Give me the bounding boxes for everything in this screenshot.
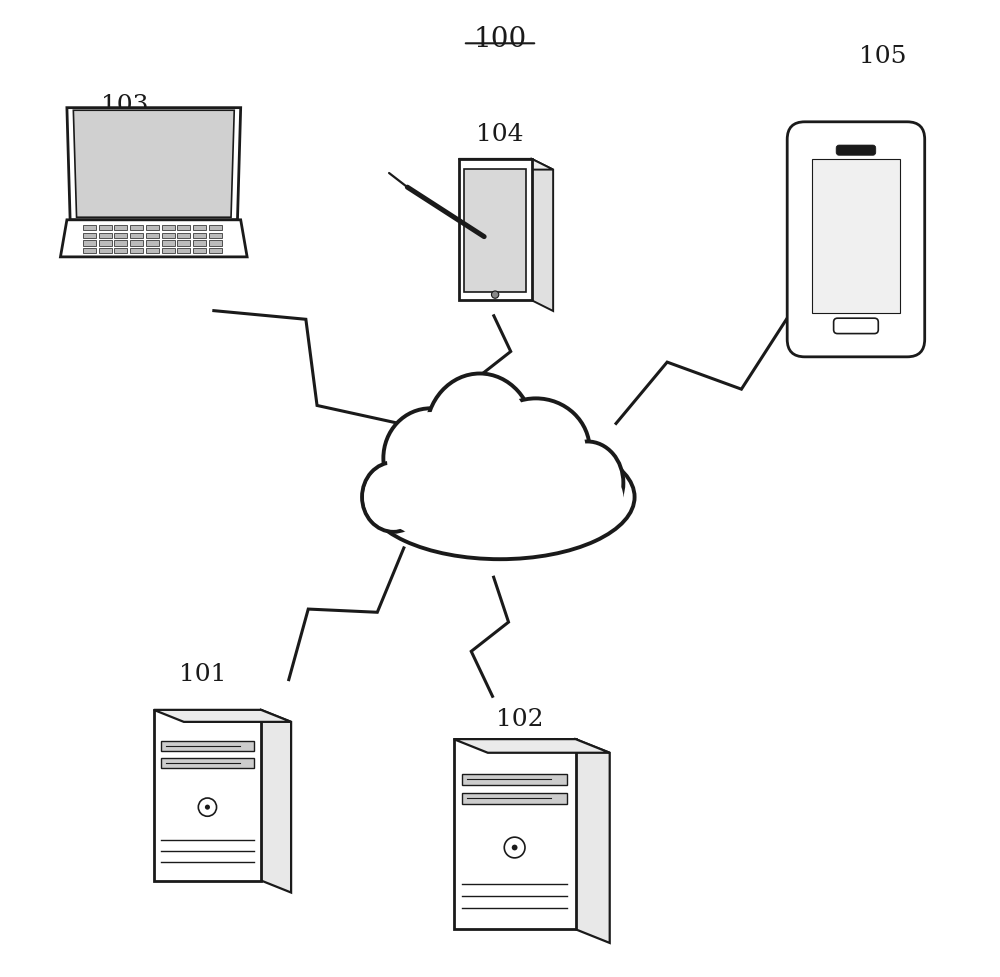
Bar [114,234,127,238]
Bar [462,774,567,785]
Text: 100: 100 [473,25,527,53]
Bar [130,234,143,238]
Bar [812,160,900,314]
Polygon shape [459,159,532,301]
Ellipse shape [430,379,530,488]
Bar [99,226,112,232]
Bar [83,226,96,232]
Bar [454,740,576,929]
Bar [193,234,206,238]
Text: 101: 101 [179,661,226,685]
Bar [114,241,127,246]
Ellipse shape [554,446,621,522]
Bar [130,226,143,232]
Text: 105: 105 [859,45,906,68]
Bar [146,241,159,246]
Bar [177,234,190,238]
Bar [130,248,143,254]
Circle shape [504,837,525,858]
Ellipse shape [486,403,586,498]
Bar [161,758,254,768]
Ellipse shape [362,463,425,532]
Bar [130,241,143,246]
Polygon shape [67,108,241,221]
Text: 104: 104 [476,123,524,147]
FancyBboxPatch shape [836,146,876,156]
Bar [83,234,96,238]
Bar [209,241,222,246]
Polygon shape [261,710,291,893]
Ellipse shape [365,436,635,560]
Bar [462,793,567,804]
Polygon shape [576,740,610,943]
Bar [193,226,206,232]
Bar [162,248,175,254]
Circle shape [491,292,499,299]
Polygon shape [459,159,553,170]
Polygon shape [454,740,610,753]
Text: 103: 103 [101,94,148,117]
Ellipse shape [383,409,478,508]
Polygon shape [73,111,234,218]
Bar [99,241,112,246]
Ellipse shape [482,399,590,501]
Ellipse shape [364,465,423,530]
Circle shape [205,805,210,810]
Bar [162,234,175,238]
Bar [83,248,96,254]
Ellipse shape [426,374,534,493]
Polygon shape [60,221,247,258]
Bar [209,234,222,238]
Bar [209,226,222,232]
Bar [83,241,96,246]
Bar [146,248,159,254]
Bar [193,241,206,246]
Bar [114,226,127,232]
Polygon shape [154,710,291,722]
Bar [154,710,261,880]
Bar [193,248,206,254]
Ellipse shape [387,412,474,504]
Bar [114,248,127,254]
Circle shape [512,845,518,851]
FancyBboxPatch shape [787,123,925,358]
Bar [161,742,254,751]
Bar [464,170,526,292]
Circle shape [198,798,217,817]
Ellipse shape [377,444,623,551]
Polygon shape [532,159,553,312]
Bar [146,234,159,238]
Bar [177,226,190,232]
Bar [99,248,112,254]
Ellipse shape [552,442,623,525]
Text: 106: 106 [473,470,527,497]
Text: 102: 102 [496,707,543,731]
Bar [146,226,159,232]
FancyBboxPatch shape [834,319,878,334]
Bar [177,241,190,246]
Bar [177,248,190,254]
Bar [162,226,175,232]
Bar [99,234,112,238]
Bar [162,241,175,246]
Bar [209,248,222,254]
